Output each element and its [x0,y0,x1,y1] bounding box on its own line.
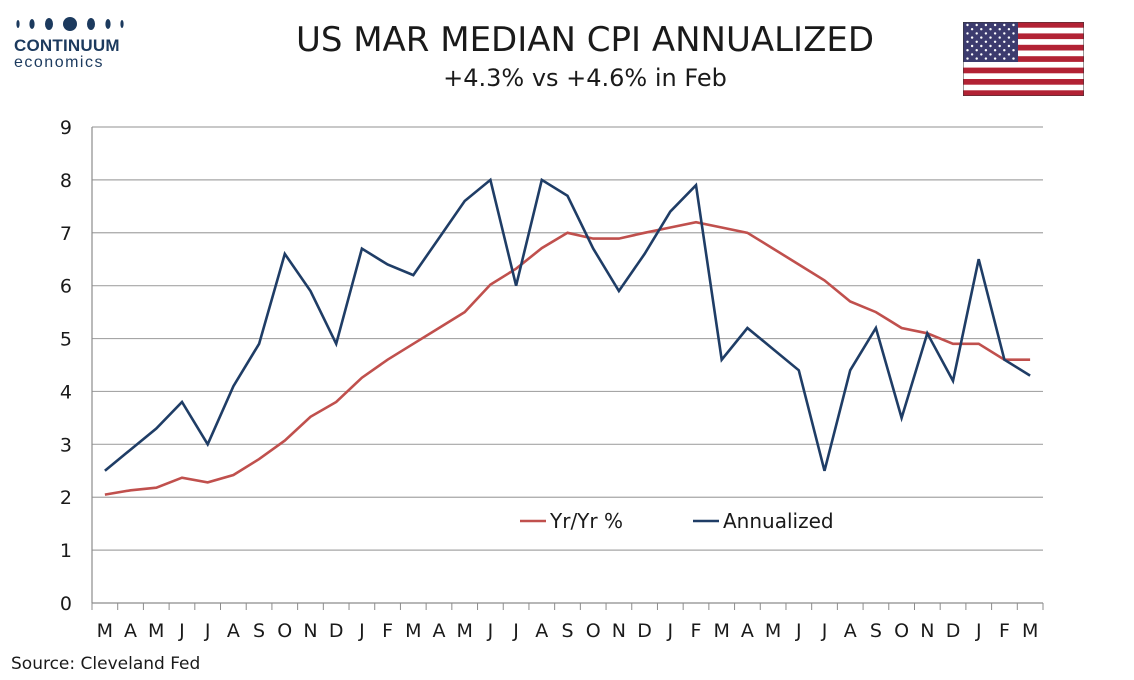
x-tick-label: O [894,620,909,642]
x-tick-label: A [432,620,445,642]
chart-subtitle: +4.3% vs +4.6% in Feb [443,64,727,92]
series-line-annualized [104,177,1031,472]
x-tick-label: F [999,620,1010,642]
x-tick-label: J [178,620,185,642]
x-tick-label: D [329,620,344,642]
x-tick-label: J [487,620,494,642]
x-tick-label: A [535,620,548,642]
legend-label: Annualized [723,509,834,533]
source-note: Source: Cleveland Fed [11,654,201,674]
y-tick-label: 8 [60,170,72,192]
legend-label: Yr/Yr % [549,509,623,533]
y-tick-label: 2 [60,487,72,509]
continuum-logo: CONTINUUM economics [14,14,134,72]
x-tick-label: S [253,620,265,642]
x-tick-label: S [870,620,882,642]
x-tick-label: D [946,620,961,642]
us-flag-icon [962,21,1085,97]
logo-dots-icon [14,14,134,34]
x-tick-label: J [204,620,211,642]
x-tick-label: J [512,620,519,642]
x-tick-label: J [821,620,828,642]
y-tick-label: 1 [60,540,72,562]
x-tick-label: F [691,620,702,642]
x-tick-label: F [382,620,393,642]
x-tick-label: J [795,620,802,642]
y-tick-label: 0 [60,593,72,615]
series-line-yoy [104,220,1031,496]
x-tick-label: A [844,620,857,642]
y-tick-label: 9 [60,117,72,139]
x-tick-label: M [405,620,421,642]
x-tick-label: M [456,620,472,642]
y-tick-label: 5 [60,329,72,351]
y-tick-label: 7 [60,223,72,245]
y-tick-label: 4 [60,381,72,403]
x-tick-label: S [561,620,573,642]
x-tick-label: A [741,620,754,642]
x-tick-label: J [358,620,365,642]
y-tick-label: 6 [60,276,72,298]
x-tick-label: A [227,620,240,642]
x-tick-label: M [148,620,164,642]
x-tick-label: J [975,620,982,642]
x-tick-label: O [586,620,601,642]
chart-title: US MAR MEDIAN CPI ANNUALIZED [295,20,875,60]
x-tick-label: M [97,620,113,642]
x-tick-label: J [667,620,674,642]
x-tick-label: N [920,620,934,642]
x-tick-label: N [303,620,317,642]
x-tick-label: N [612,620,626,642]
logo-name: CONTINUUM [14,36,120,55]
x-tick-label: A [124,620,137,642]
x-tick-label: D [637,620,652,642]
x-tick-label: M [714,620,730,642]
logo-subtitle: economics [14,54,104,71]
x-tick-label: M [1022,620,1038,642]
x-tick-label: M [765,620,781,642]
x-tick-label: O [277,620,292,642]
y-tick-label: 3 [60,434,72,456]
